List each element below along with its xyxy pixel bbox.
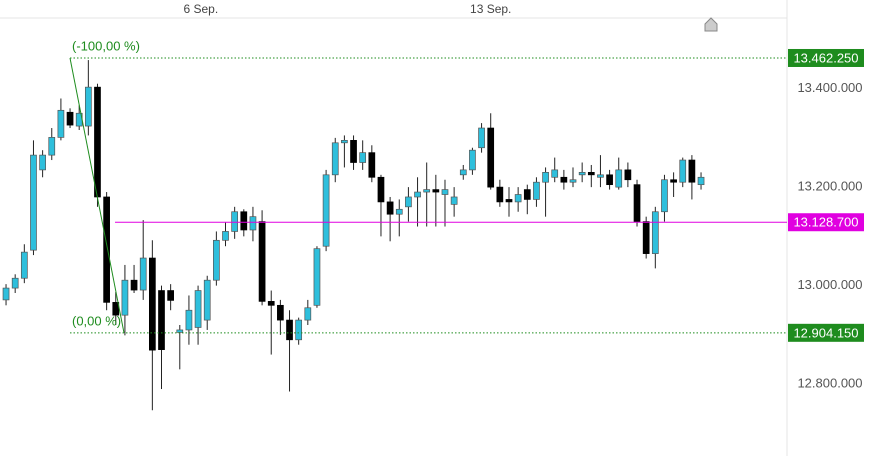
fib-label: (0,00 %) [72, 313, 121, 328]
candle-body [514, 194, 522, 203]
candle-body [203, 279, 211, 321]
candle-body [194, 290, 202, 328]
y-tick-label: 12.800.000 [797, 376, 862, 391]
candle-body [606, 174, 613, 186]
candle-body [139, 257, 147, 291]
candle-body [185, 309, 193, 331]
candle-body [240, 211, 248, 231]
candle-body [121, 279, 129, 316]
candle-body [341, 139, 348, 144]
candle-body [368, 152, 376, 178]
candle-body [350, 139, 357, 163]
candle-body [231, 211, 239, 232]
candle-body [642, 221, 650, 254]
candle-body [496, 186, 504, 203]
candle-body [661, 179, 668, 213]
candle-body [213, 239, 220, 281]
level-label: 13.128.700 [793, 215, 858, 230]
candle-body [94, 86, 101, 198]
candle-body [286, 319, 293, 341]
level-label: 13.462.250 [793, 50, 858, 65]
candle-body [57, 109, 65, 138]
candle-body [11, 277, 19, 289]
candle-body [533, 181, 540, 200]
candle-body [222, 231, 229, 241]
candle-body [304, 307, 312, 321]
candle-body [697, 176, 705, 186]
candle-body [478, 127, 485, 149]
candle-body [414, 191, 421, 198]
candle-body [615, 169, 623, 188]
candle-body [523, 189, 531, 200]
candle-body [423, 189, 431, 193]
candle-body [487, 127, 495, 188]
candle-body [469, 149, 476, 171]
candle-body [130, 279, 138, 291]
candle-body [66, 111, 74, 126]
home-icon[interactable] [704, 17, 718, 32]
candle-body [313, 248, 321, 306]
candle-body [258, 221, 266, 302]
candle-body [569, 179, 577, 183]
candle-body [688, 159, 696, 183]
candle-body [149, 257, 156, 351]
candle-body [441, 189, 449, 195]
candle-body [267, 301, 275, 306]
candle-body [359, 152, 367, 163]
level-label: 12.904.150 [793, 325, 858, 340]
candle-body [295, 319, 303, 341]
candle-body [39, 154, 46, 171]
candle-body [158, 290, 165, 350]
candle-body [679, 159, 687, 183]
candle-body [48, 137, 56, 156]
candle-body [249, 216, 257, 231]
candle-body [578, 172, 586, 176]
candle-body [560, 176, 568, 183]
candle-body [542, 172, 549, 183]
candle-body [450, 196, 458, 205]
candle-body [587, 172, 595, 176]
candle-body [331, 142, 339, 176]
candle-body [459, 169, 467, 176]
candle-body [84, 86, 92, 127]
candle-body [277, 304, 284, 321]
candle-body [551, 169, 559, 178]
candle-body [103, 196, 110, 303]
x-tick-label: 13 Sep. [470, 2, 511, 16]
candle-body [386, 201, 394, 215]
candle-body [651, 211, 659, 254]
candle-body [405, 196, 412, 208]
level-label-box [788, 48, 864, 67]
x-tick-label: 6 Sep. [183, 2, 218, 16]
y-tick-label: 13.200.000 [797, 179, 862, 194]
candle-body [505, 199, 513, 203]
y-tick-label: 13.400.000 [797, 80, 862, 95]
candle-body [670, 179, 677, 183]
fib-label: (-100,00 %) [72, 38, 140, 53]
candle-body [30, 154, 37, 251]
candle-body [2, 287, 10, 301]
candle-body [322, 174, 330, 247]
candle-body [20, 251, 28, 279]
candle-body [432, 189, 440, 193]
fib-trend-line [69, 57, 125, 333]
candle-body [624, 169, 632, 181]
candle-body [633, 184, 641, 222]
candle-body [167, 290, 174, 301]
level-label-box [788, 323, 864, 342]
candle-body [395, 208, 403, 215]
candle-body [597, 174, 604, 178]
y-tick-label: 13.000.000 [797, 277, 862, 292]
candle-body [377, 176, 385, 203]
level-label-box [788, 213, 864, 232]
candle-body [176, 329, 184, 333]
